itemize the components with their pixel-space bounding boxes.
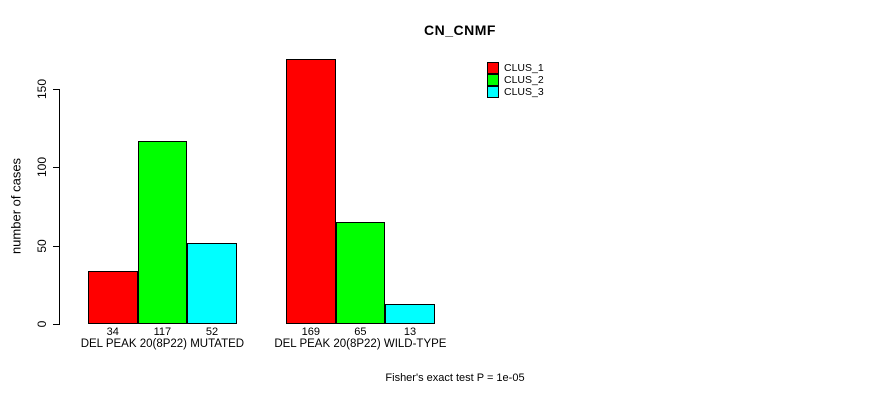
bar-clus_1-group2 — [286, 59, 336, 324]
legend-swatch-icon — [487, 86, 499, 98]
bar-value-label: 65 — [354, 326, 367, 338]
legend-row-clus_3: CLUS_3 — [487, 86, 544, 98]
y-tick-label: 100 — [35, 157, 49, 178]
y-tick-label: 50 — [35, 238, 49, 253]
legend-label: CLUS_1 — [504, 62, 544, 74]
bar-value-label: 34 — [106, 326, 119, 338]
category-label: DEL PEAK 20(8P22) WILD-TYPE — [274, 338, 447, 350]
y-tick-label: 0 — [35, 320, 49, 328]
legend-label: CLUS_3 — [504, 86, 544, 98]
y-axis-tick — [53, 324, 59, 325]
bar-clus_1-group1 — [88, 270, 138, 324]
chart-title: CN_CNMF — [424, 22, 496, 38]
annotation-text: Fisher's exact test P = 1e-05 — [385, 372, 525, 384]
bar-value-label: 52 — [205, 326, 219, 338]
bar-clus_2-group1 — [137, 140, 188, 324]
bar-value-label: 169 — [301, 326, 320, 338]
legend-row-clus_2: CLUS_2 — [487, 74, 544, 86]
legend-label: CLUS_2 — [504, 74, 544, 86]
y-axis-tick — [53, 88, 59, 90]
legend: CLUS_1 CLUS_2 CLUS_3 — [487, 62, 544, 98]
y-tick-label: 150 — [35, 78, 49, 99]
y-axis-label: number of cases — [8, 157, 24, 255]
bar-value-label: 13 — [403, 326, 417, 338]
bar-value-label: 117 — [153, 326, 172, 338]
bar-clus_2-group2 — [335, 222, 386, 324]
legend-swatch-icon — [487, 62, 499, 74]
y-axis-tick — [53, 245, 59, 247]
bar-clus_3-group2 — [385, 303, 435, 324]
y-axis-line — [59, 88, 60, 325]
legend-swatch-icon — [487, 74, 499, 86]
legend-row-clus_1: CLUS_1 — [487, 62, 544, 74]
bar-clus_3-group1 — [187, 242, 237, 324]
y-axis-tick — [53, 167, 59, 169]
category-label: DEL PEAK 20(8P22) MUTATED — [80, 338, 245, 350]
